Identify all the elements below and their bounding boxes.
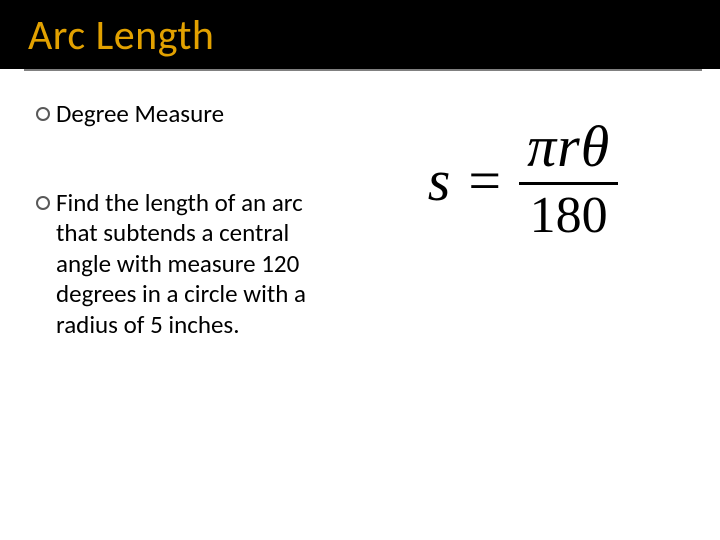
formula-fraction: πrθ 180 — [519, 117, 618, 243]
bullet-item: Find the length of an arc that subtends … — [36, 188, 336, 341]
formula-numerator: πrθ — [519, 117, 618, 178]
arc-length-formula: s = πrθ 180 — [428, 117, 618, 243]
fraction-bar — [519, 182, 618, 185]
formula-denominator: 180 — [522, 189, 616, 244]
bullet-column: Degree Measure Find the length of an arc… — [36, 99, 346, 398]
bullet-ring-icon — [36, 196, 50, 210]
bullet-text: Degree Measure — [56, 99, 336, 130]
content-area: Degree Measure Find the length of an arc… — [0, 71, 720, 398]
bullet-ring-icon — [36, 107, 50, 121]
bullet-text: Find the length of an arc that subtends … — [56, 188, 336, 341]
title-band: Arc Length — [0, 0, 720, 69]
formula-column: s = πrθ 180 — [346, 99, 700, 398]
slide-title: Arc Length — [28, 10, 720, 61]
formula-lhs: s — [428, 147, 451, 214]
bullet-item: Degree Measure — [36, 99, 336, 130]
formula-equals: = — [468, 147, 501, 214]
